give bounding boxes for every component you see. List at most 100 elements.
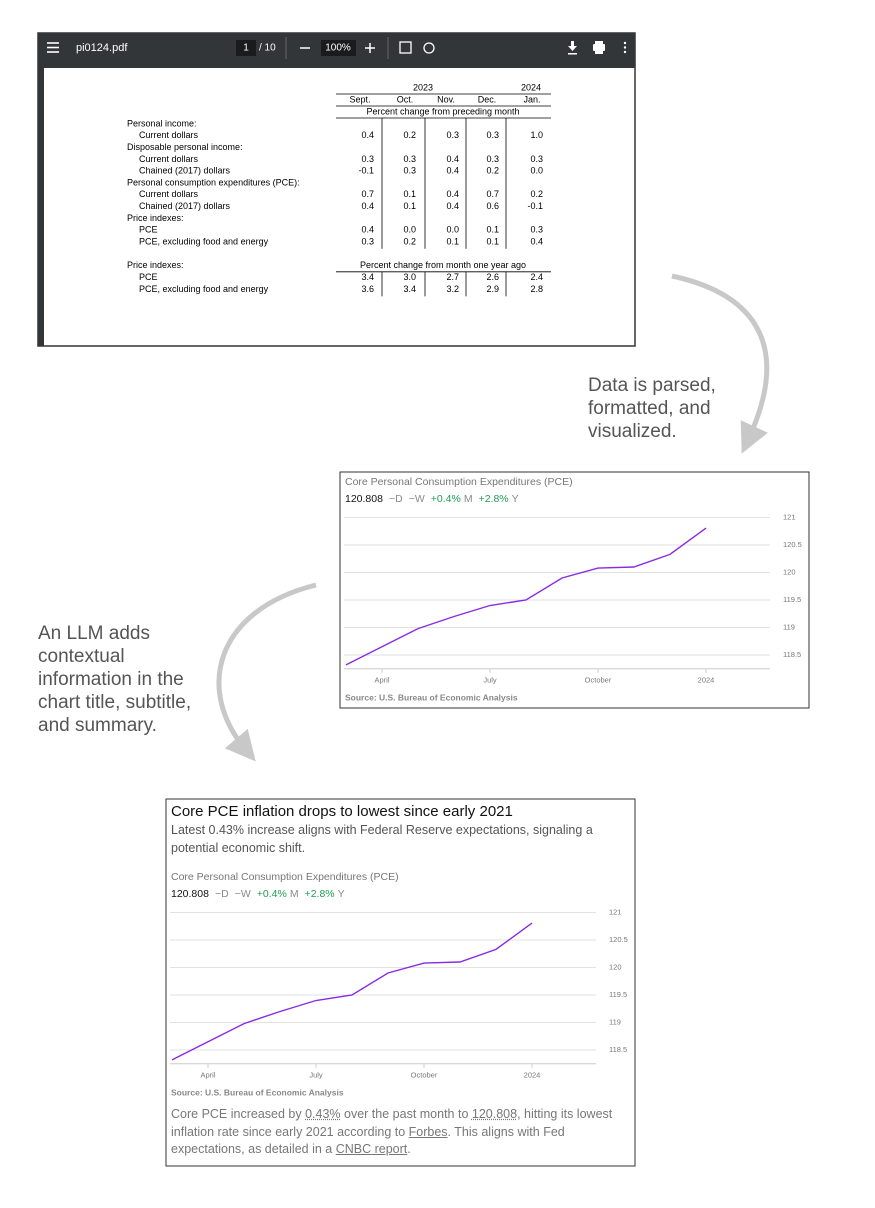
pdf-table: 2023 2024 Sept. Oct. Nov. Dec. Jan. Percent cha… (127, 82, 551, 297)
y-tick-label: 120.5 (783, 540, 802, 549)
row-label: PCE, excluding food and energy (139, 284, 269, 294)
summary-text: . (407, 1142, 411, 1156)
y-tick-label: 120 (609, 962, 622, 971)
change-stat: Y (338, 888, 345, 900)
cell: 1.0 (530, 130, 543, 140)
row-label: Chained (2017) dollars (139, 201, 231, 211)
cell: 0.1 (403, 201, 416, 211)
month-header: Sept. (349, 94, 370, 104)
cell: 2.7 (446, 272, 459, 282)
summary-link[interactable]: CNBC report (335, 1142, 408, 1156)
fit-icon[interactable] (399, 41, 412, 54)
row-label: PCE (139, 272, 158, 282)
cell: 0.1 (446, 236, 459, 246)
chart-title: Core Personal Consumption Expenditures (… (345, 476, 573, 488)
cell: 0.7 (361, 189, 374, 199)
change-stat: M (290, 888, 299, 900)
menu-icon[interactable] (47, 42, 59, 53)
latest-value: 120.808 (345, 493, 383, 505)
change-stat: +2.8% (305, 888, 335, 900)
pdf-filename: pi0124.pdf (76, 42, 128, 54)
month-header: Jan. (523, 94, 540, 104)
cell: 0.4 (361, 130, 374, 140)
annotation-line: An LLM adds (38, 623, 150, 644)
change-stat: Y (512, 493, 519, 505)
latest-value: 120.808 (171, 888, 209, 900)
cell: 0.1 (486, 236, 499, 246)
year-header: 2024 (521, 82, 541, 92)
y-tick-label: 119 (609, 1017, 621, 1026)
cell: 0.4 (361, 225, 374, 235)
chart: Core Personal Consumption Expenditures (… (344, 476, 802, 702)
cell: 3.6 (361, 284, 374, 294)
arrow (216, 582, 317, 762)
cell: 2.9 (486, 284, 499, 294)
change-stat: −W (235, 888, 251, 900)
change-stat: +0.4% (431, 493, 461, 505)
cell: 0.4 (446, 189, 459, 199)
chart-description: Latest 0.43% increase aligns with Federa… (171, 823, 593, 855)
cell: 3.2 (446, 284, 459, 294)
cell: 0.4 (361, 201, 374, 211)
print-icon[interactable] (593, 41, 605, 54)
zoom-input[interactable] (321, 40, 356, 56)
cell: 0.0 (446, 225, 459, 235)
cell: 0.3 (361, 236, 374, 246)
annotation-line: chart title, subtitle, (38, 692, 191, 713)
chart-headline: Core PCE inflation drops to lowest since… (171, 803, 513, 820)
arrow (671, 273, 770, 454)
row-label: Price indexes: (127, 213, 184, 223)
summary-link[interactable]: Forbes (408, 1124, 448, 1139)
cell: 2.4 (530, 272, 543, 282)
zoom-in[interactable] (365, 43, 375, 53)
rotate-icon[interactable] (423, 42, 435, 54)
page-input[interactable] (236, 40, 256, 56)
change-stat: −D (389, 493, 403, 505)
change-stat: +2.8% (479, 493, 509, 505)
annotation-line: contextual (38, 646, 125, 667)
row-label: Personal consumption expenditures (PCE): (127, 177, 300, 187)
change-stat: +0.4% (257, 888, 287, 900)
cell: -0.1 (358, 166, 374, 176)
cell: 0.4 (446, 201, 459, 211)
x-tick-label: 2024 (524, 1071, 541, 1080)
cell: 0.6 (486, 201, 499, 211)
chart-title: Core Personal Consumption Expenditures (… (171, 871, 399, 883)
section-label: Price indexes: (127, 260, 184, 270)
cell: 0.4 (446, 154, 459, 164)
row-label: Current dollars (139, 154, 199, 164)
cell: 0.7 (486, 189, 499, 199)
data-line (345, 527, 707, 666)
row-label: Current dollars (139, 130, 199, 140)
y-tick-label: 121 (609, 907, 622, 916)
cell: 3.4 (361, 272, 374, 282)
x-tick-label: April (374, 676, 389, 685)
change-stat: −W (409, 493, 425, 505)
cell: 0.3 (446, 130, 459, 140)
more-icon[interactable] (623, 41, 627, 54)
annotation-line: Data is parsed, (588, 375, 716, 396)
row-label: Disposable personal income: (127, 142, 243, 152)
data-line (171, 922, 533, 1061)
annotation-line: formatted, and (588, 398, 711, 419)
cell: 0.1 (403, 189, 416, 199)
cell: 0.3 (486, 154, 499, 164)
change-stat: M (464, 493, 473, 505)
y-tick-label: 121 (783, 512, 796, 521)
x-tick-label: April (200, 1071, 215, 1080)
download-icon[interactable] (568, 41, 577, 55)
year-header: 2023 (413, 82, 433, 92)
chart-card (339, 471, 810, 709)
y-tick-label: 119.5 (783, 595, 801, 604)
y-tick-label: 119 (783, 622, 795, 631)
cell: 0.3 (486, 130, 499, 140)
row-label: Current dollars (139, 189, 199, 199)
chart-source: Source: U.S. Bureau of Economic Analysis (345, 692, 518, 702)
cell: 0.4 (530, 236, 543, 246)
cell: 0.4 (446, 166, 459, 176)
cell: 0.0 (403, 225, 416, 235)
page-total: / 10 (259, 43, 276, 54)
annotation-line: and summary. (38, 715, 157, 736)
